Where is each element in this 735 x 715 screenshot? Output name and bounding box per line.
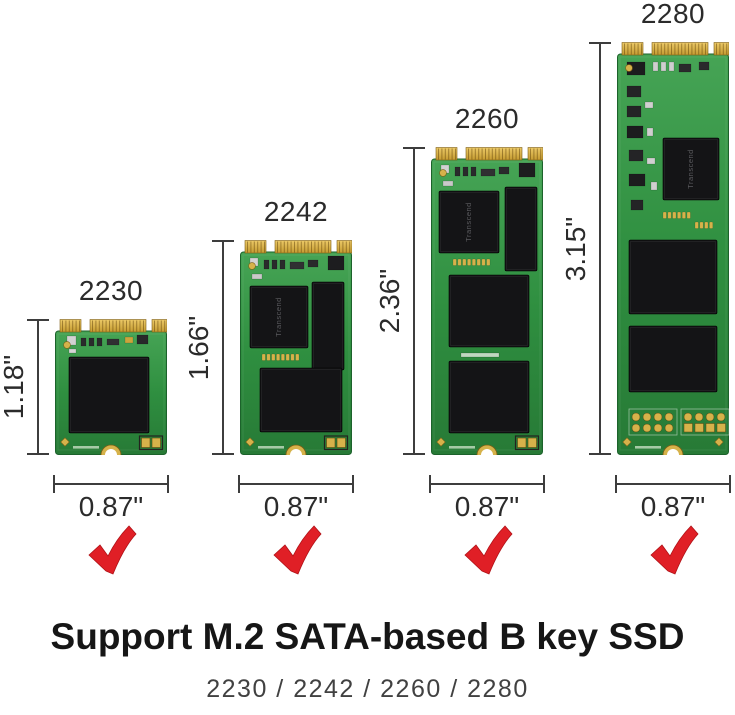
width-label: 0.87" [78,491,144,522]
caption-title: Support M.2 SATA-based B key SSD [50,616,685,657]
size-label: 2280 [640,0,706,29]
checkmark-icon [460,521,514,577]
height-dimension-line [599,42,601,455]
height-label: 1.18" [0,354,29,420]
size-label: 2260 [454,103,520,134]
height-dimension-line [37,319,39,455]
height-dimension-line [222,240,224,455]
width-dimension-line [616,483,730,485]
checkmark-icon [646,521,700,577]
height-dimension-cap-bottom [589,453,611,455]
width-dimension-line [54,483,168,485]
size-label: 2230 [78,275,144,306]
height-label: 2.36" [374,268,405,334]
height-dimension-cap-bottom [27,453,49,455]
svg-text:Transcend: Transcend [464,202,473,242]
width-label: 0.87" [640,491,706,522]
width-dimension-line [239,483,353,485]
ssd-board-image [55,319,167,455]
width-label: 0.87" [454,491,520,522]
width-dimension-cap-right [167,475,169,493]
height-label: 3.15" [560,216,591,281]
height-label: 1.66" [183,315,214,380]
width-dimension-cap-right [543,475,545,493]
height-dimension-cap-bottom [212,453,234,455]
checkmark-icon [84,521,138,577]
checkmark-icon [269,521,323,577]
caption: Support M.2 SATA-based B key SSD 2230 / … [0,616,735,704]
caption-subtitle: 2230 / 2242 / 2260 / 2280 [206,675,529,703]
height-dimension-cap-bottom [403,453,425,455]
width-dimension-cap-right [729,475,731,493]
ssd-board-image: Transcend [617,42,729,455]
width-dimension-line [430,483,544,485]
ssd-board-image: Transcend [240,240,352,455]
width-label: 0.87" [263,491,329,522]
svg-text:Transcend: Transcend [686,149,695,189]
size-label: 2242 [263,196,329,227]
ssd-board-image: Transcend [431,147,543,455]
height-dimension-line [413,147,415,455]
width-dimension-cap-right [352,475,354,493]
svg-text:Transcend: Transcend [274,297,283,337]
